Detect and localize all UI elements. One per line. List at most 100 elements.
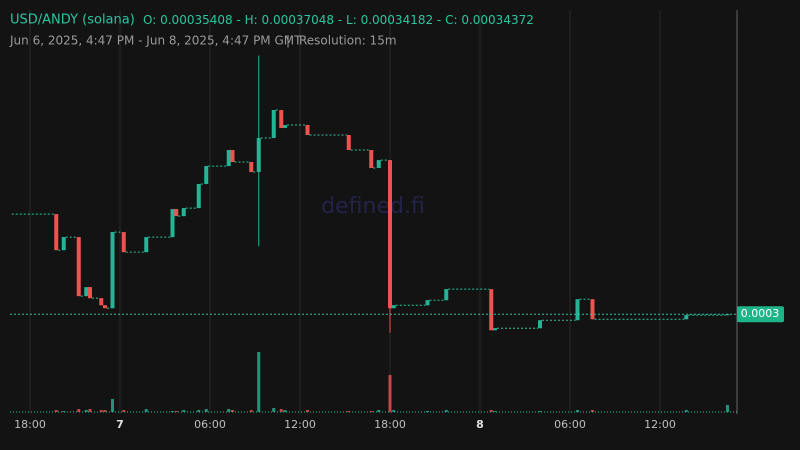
ohlc-label: H:: [245, 13, 258, 27]
candle-body: [144, 237, 149, 253]
candle-body: [305, 124, 310, 136]
volume-bar: [204, 409, 208, 412]
volume-bar: [103, 410, 107, 412]
candle-body: [256, 138, 261, 173]
x-tick-label: 12:00: [644, 418, 676, 431]
volume-bar: [684, 410, 688, 412]
ohlc-label: O:: [143, 13, 156, 27]
candle-body: [88, 287, 92, 299]
candle-body: [181, 208, 186, 217]
candle-body: [196, 184, 201, 209]
x-tick-label: 06:00: [554, 418, 586, 431]
ohlc-label: C:: [445, 13, 457, 27]
grid-layer: [29, 10, 661, 414]
candle-body: [489, 289, 494, 331]
chart-title: USD/ANDY (solana): [10, 13, 135, 28]
candle-body: [279, 110, 284, 128]
volume-bar: [279, 409, 283, 412]
separator: -: [433, 13, 445, 27]
separator: -: [233, 13, 245, 27]
last-price-box: [737, 306, 784, 323]
x-tick-label: 7: [116, 418, 124, 431]
range-text: Jun 6, 2025, 4:47 PM - Jun 8, 2025, 4:47…: [9, 34, 302, 48]
volume-bar: [576, 410, 579, 412]
volume-bar: [306, 410, 309, 412]
candle-body: [283, 124, 287, 128]
volume-bar: [347, 411, 351, 412]
separator: -: [334, 13, 346, 27]
volume-bar: [144, 409, 148, 412]
candle-body: [121, 232, 126, 253]
volume-bar: [444, 410, 448, 412]
candle-body: [174, 209, 179, 217]
candle-body: [230, 150, 235, 163]
candle-body: [204, 166, 209, 185]
volume-bar: [231, 410, 234, 412]
watermark: defined.fi: [321, 194, 425, 219]
candle-body: [76, 237, 81, 297]
volume-bar: [249, 410, 253, 412]
volume-bar: [84, 410, 88, 412]
candle-body: [493, 328, 497, 331]
x-tick-label: 18:00: [374, 418, 406, 431]
candle-body: [110, 232, 115, 309]
ohlc-value: 0.00034182: [361, 13, 434, 27]
volume-bar: [111, 399, 114, 412]
ohlc-value: 0.00035408: [160, 13, 233, 27]
candle-body: [684, 315, 689, 320]
candle-body: [425, 300, 430, 306]
ohlc-label: L:: [346, 13, 357, 27]
volume-bar: [369, 411, 373, 412]
volume-bar: [122, 410, 126, 412]
volume-bar: [591, 410, 594, 412]
ohlc-header: O: 0.00035408 - H: 0.00037048 - L: 0.000…: [143, 13, 534, 27]
volume-bar: [54, 410, 58, 412]
candle-body: [271, 110, 276, 139]
candle-body: [103, 305, 107, 309]
x-tick-label: 06:00: [194, 418, 226, 431]
candle-body: [376, 160, 381, 168]
last-price-label: 0.0003: [741, 307, 780, 320]
candle-body: [575, 299, 580, 321]
volume-bar: [171, 411, 174, 412]
separator: |: [286, 34, 290, 48]
volume-bar: [493, 411, 497, 412]
volume-bar: [388, 375, 392, 412]
volume-bar: [257, 352, 261, 412]
candle-body: [391, 305, 396, 309]
candle-body: [226, 150, 231, 167]
candle-body: [99, 298, 104, 306]
ohlc-value: 0.00034372: [461, 13, 534, 27]
volume-bar: [99, 410, 103, 412]
volume-bar: [377, 410, 381, 412]
volume-bar: [272, 408, 276, 412]
x-tick-label: 12:00: [284, 418, 316, 431]
volume-bar: [62, 411, 66, 412]
x-tick-label: 18:00: [14, 418, 46, 431]
volume-bar: [426, 411, 429, 412]
candle-body: [538, 320, 542, 329]
candle-body: [346, 135, 351, 151]
candle-body: [170, 209, 175, 238]
candle-body: [249, 162, 254, 173]
volume-bar: [182, 410, 186, 412]
volume-bar: [174, 411, 178, 412]
volume-bar: [489, 410, 493, 412]
volume-bar: [197, 410, 201, 412]
candle-body: [444, 289, 449, 301]
candle-body: [61, 237, 66, 251]
candle-body: [84, 287, 89, 297]
volume-bar: [726, 405, 729, 412]
volume-bar: [88, 409, 92, 412]
volume-bar: [538, 411, 542, 412]
candle-body: [369, 150, 374, 168]
candle-body: [388, 160, 392, 309]
ohlc-text: O: 0.00035408 - H: 0.00037048 - L: 0.000…: [143, 13, 534, 27]
resolution: Resolution: 15m: [299, 34, 397, 48]
volume-bar: [283, 410, 287, 412]
volume-bar: [392, 410, 396, 412]
candle-body: [590, 299, 595, 320]
candle-body: [54, 214, 59, 251]
